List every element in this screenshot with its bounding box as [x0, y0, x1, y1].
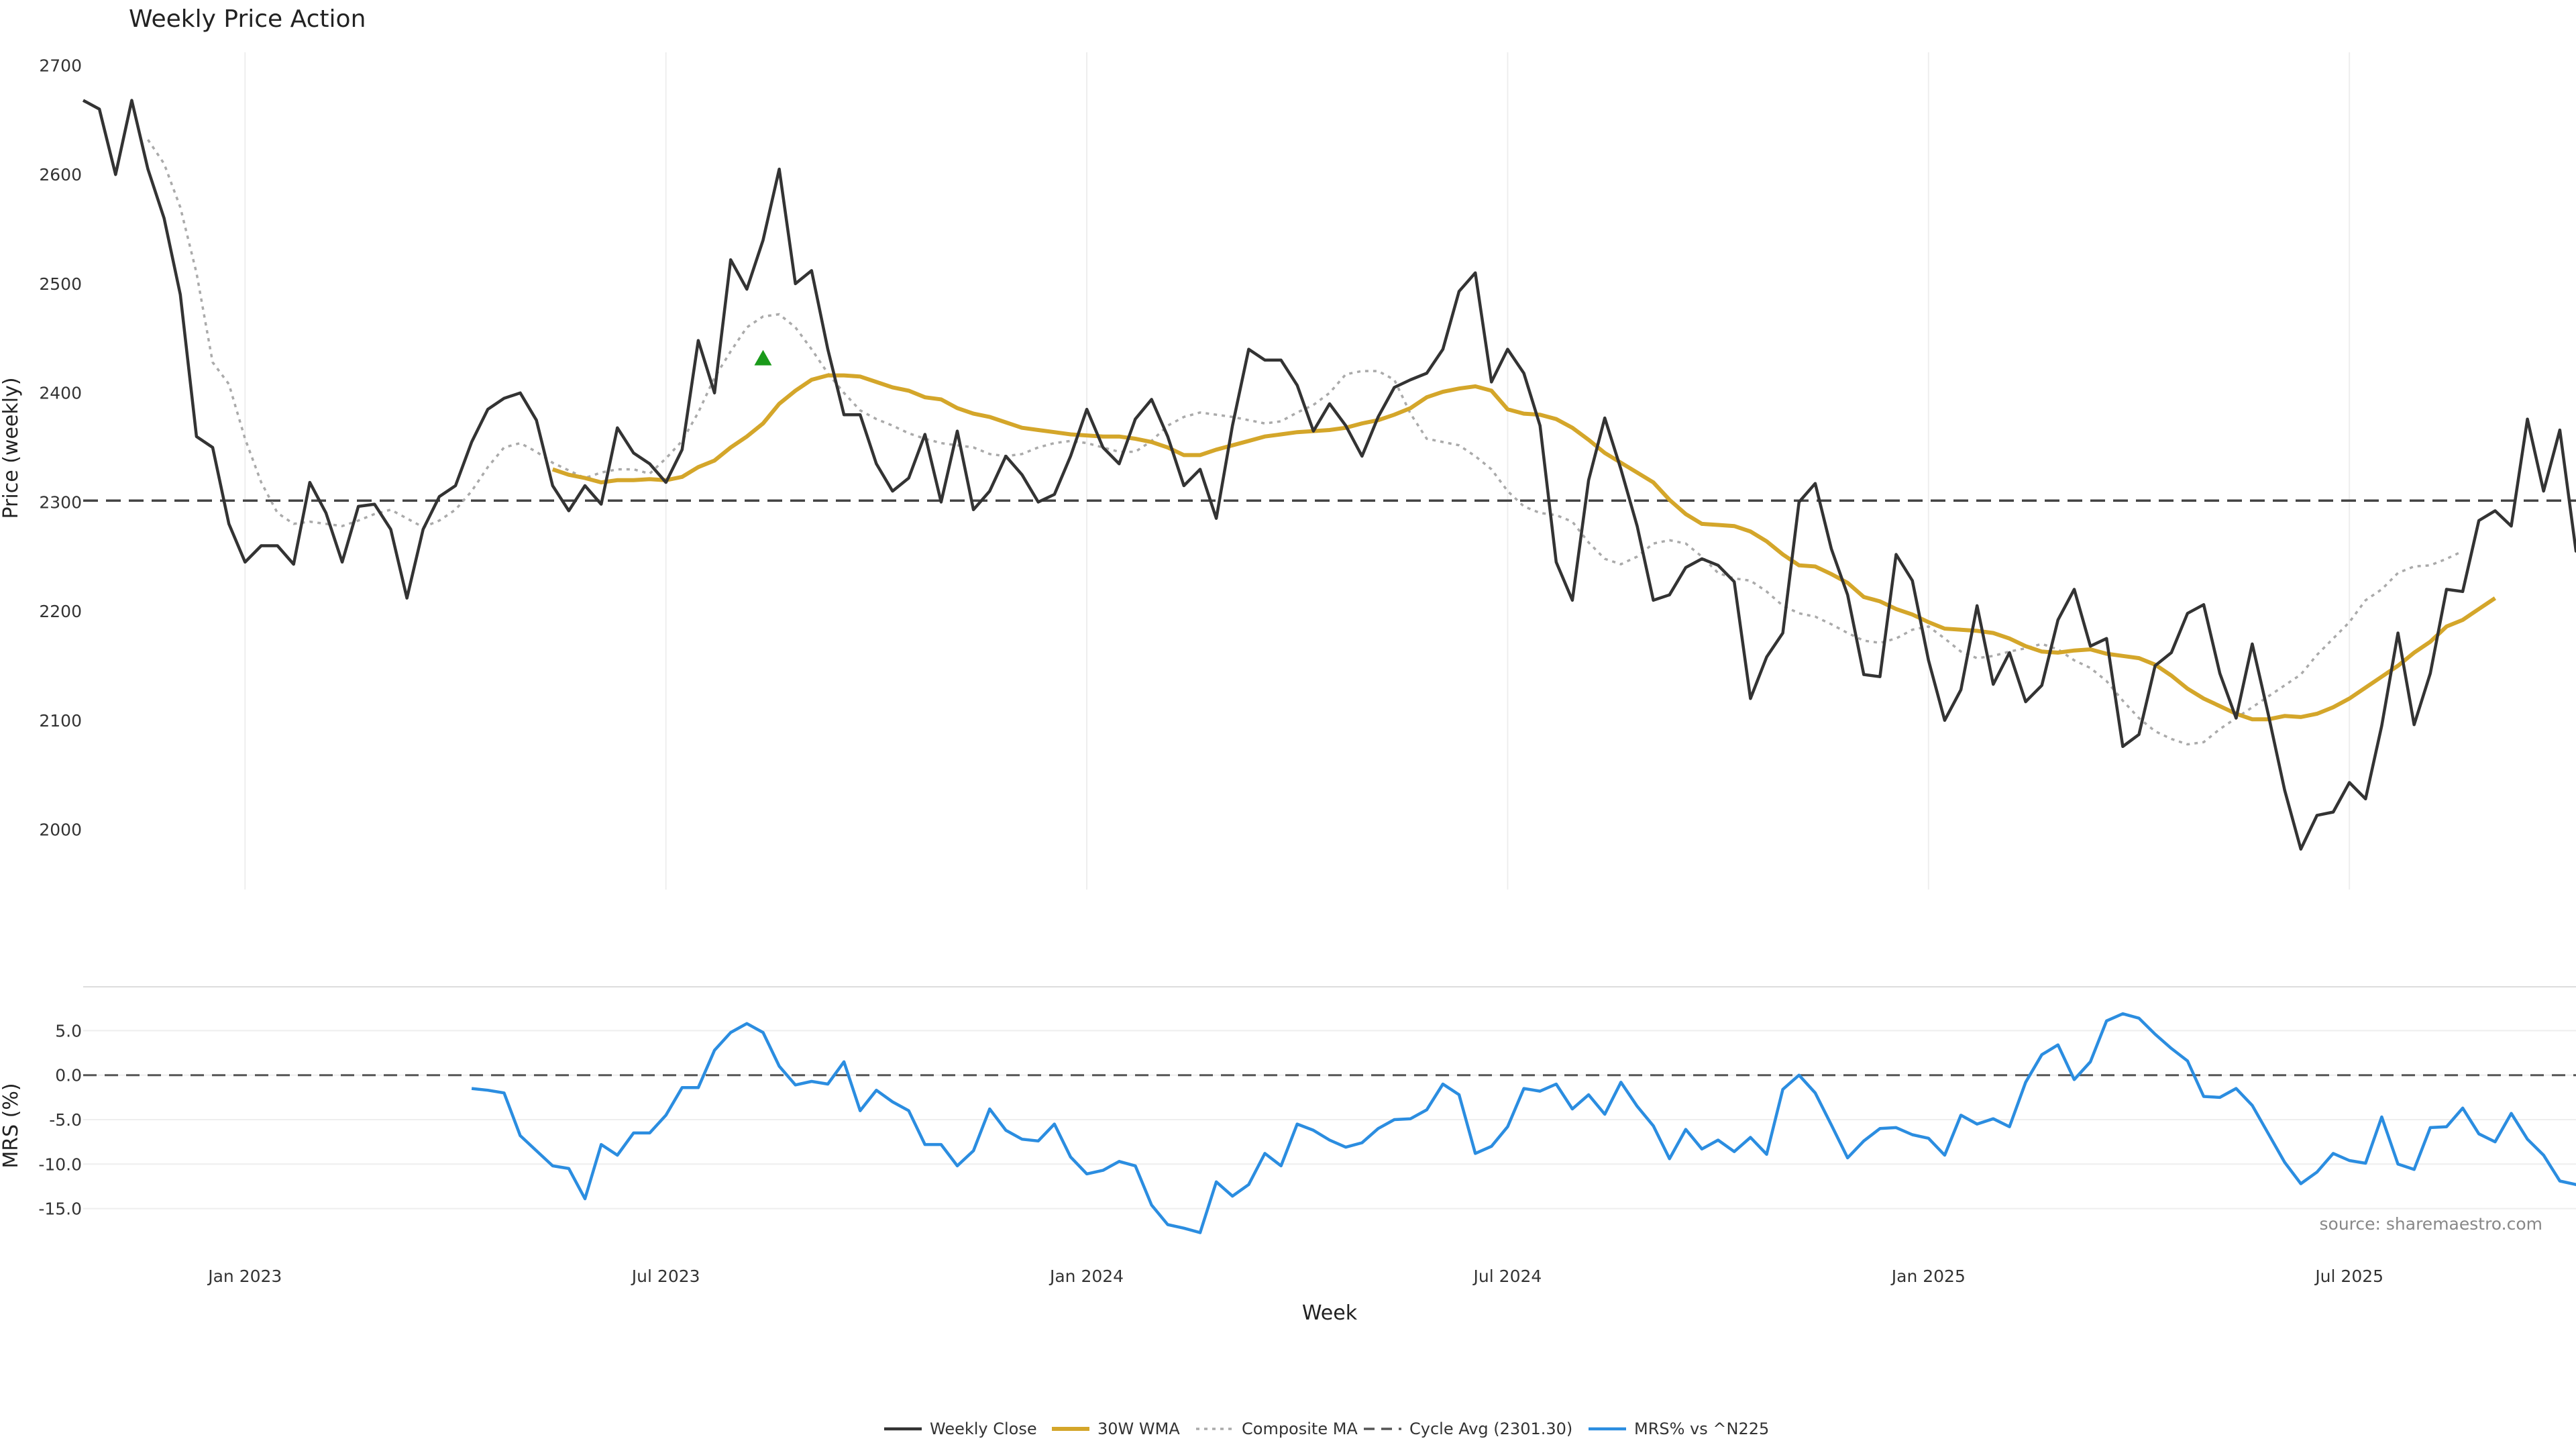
mrs-line [471, 1012, 2576, 1234]
price-y-tick-label: 2300 [39, 492, 82, 512]
price-gridlines [244, 52, 2351, 890]
legend-label: 30W WMA [1097, 1419, 1180, 1438]
mrs-y-tick-label: -5.0 [49, 1110, 82, 1130]
source-label: source: sharemaestro.com [2320, 1214, 2543, 1234]
price-panel: 2000 2100 2200 2300 2400 2500 2600 2700 Price (… [0, 52, 2576, 890]
price-y-ticks: 2000 2100 2200 2300 2400 2500 2600 2700 [39, 56, 82, 840]
x-axis-label: Week [1302, 1301, 1358, 1325]
legend-label: Composite MA [1242, 1419, 1358, 1438]
price-y-tick-label: 2700 [39, 56, 82, 76]
mrs-y-tick-label: 5.0 [55, 1021, 82, 1040]
mrs-panel: 5.0 0.0 -5.0 -10.0 -15.0 MRS (%) source: sha… [0, 1012, 2576, 1234]
price-y-tick-label: 2200 [39, 602, 82, 621]
x-axis-ticks: Jan 2023 Jul 2023 Jan 2024 Jul 2024 Jan 2025… [207, 1267, 2383, 1286]
x-tick-label: Jan 2023 [207, 1267, 282, 1286]
price-y-tick-label: 2400 [39, 384, 82, 403]
mrs-gridlines [83, 1030, 2576, 1210]
x-tick-label: Jan 2024 [1049, 1267, 1124, 1286]
legend-label: Cycle Avg (2301.30) [1409, 1419, 1572, 1438]
mrs-y-ticks: 5.0 0.0 -5.0 -10.0 -15.0 [38, 1021, 82, 1218]
mrs-y-axis-label: MRS (%) [0, 1083, 23, 1168]
buy-signal-triangle-icon [754, 350, 772, 366]
mrs-y-tick-label: -10.0 [38, 1155, 82, 1174]
x-tick-label: Jul 2024 [1472, 1267, 1542, 1286]
legend: Weekly Close 30W WMA Composite MA Cycle Avg… [884, 1419, 1769, 1438]
mrs-y-tick-label: 0.0 [55, 1066, 82, 1085]
weekly-close-line [82, 99, 2576, 851]
price-y-tick-label: 2500 [39, 274, 82, 294]
price-y-axis-label: Price (weekly) [0, 377, 23, 519]
price-y-tick-label: 2600 [39, 165, 82, 184]
legend-label: Weekly Close [930, 1419, 1037, 1438]
x-tick-label: Jul 2025 [2314, 1267, 2383, 1286]
x-tick-label: Jan 2025 [1890, 1267, 1966, 1286]
legend-label: MRS% vs ^N225 [1634, 1419, 1769, 1438]
wma-30w-line [551, 373, 2497, 722]
chart-title: Weekly Price Action [129, 5, 366, 33]
mrs-y-tick-label: -15.0 [38, 1199, 82, 1219]
x-tick-label: Jul 2023 [631, 1267, 700, 1286]
price-y-tick-label: 2100 [39, 711, 82, 731]
price-y-tick-label: 2000 [39, 820, 82, 840]
